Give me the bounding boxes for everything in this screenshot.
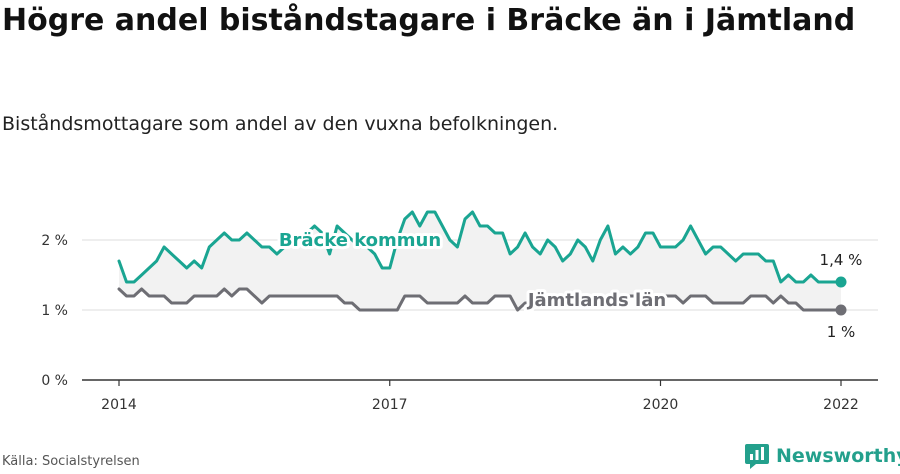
chart-subtitle: Biståndsmottagare som andel av den vuxna… bbox=[2, 113, 559, 135]
end-point-bracke bbox=[835, 276, 847, 288]
series-label-bracke: Bräcke kommun bbox=[279, 230, 441, 251]
end-label-bracke: 1,4 % bbox=[820, 251, 863, 269]
y-tick-label: 1 % bbox=[41, 303, 68, 319]
series-line-jamtland bbox=[117, 287, 843, 312]
line-chart: 0 % 1 % 2 % 2014 2017 2020 2022 Bräcke kommun Jä… bbox=[41, 210, 878, 413]
source-note: Källa: Socialstyrelsen bbox=[2, 454, 140, 469]
brand-name: Newsworthy bbox=[776, 445, 900, 467]
x-tick-label: 2022 bbox=[823, 397, 859, 413]
series-label-jamtland: Jämtlands län bbox=[526, 290, 666, 311]
brand-logo: Newsworthy bbox=[744, 441, 900, 471]
end-point-jamtland bbox=[835, 304, 847, 316]
newsworthy-logo-icon bbox=[745, 444, 769, 469]
difference-band bbox=[119, 212, 841, 310]
chart-title: Högre andel biståndstagare i Bräcke än i… bbox=[2, 3, 856, 38]
series-line-bracke bbox=[117, 210, 843, 284]
x-tick-label: 2020 bbox=[643, 397, 679, 413]
end-label-jamtland: 1 % bbox=[827, 323, 856, 341]
y-tick-label: 0 % bbox=[41, 373, 68, 389]
y-tick-label: 2 % bbox=[41, 233, 68, 249]
x-tick-label: 2017 bbox=[372, 397, 408, 413]
x-tick-label: 2014 bbox=[101, 397, 137, 413]
